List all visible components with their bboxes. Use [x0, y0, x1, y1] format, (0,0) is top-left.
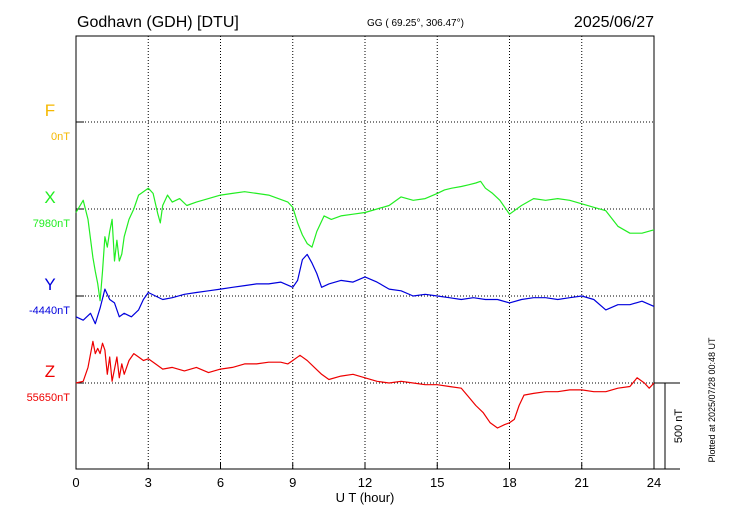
x-tick-labels: 0 3 6 9 12 15 18 21 24 [72, 463, 661, 490]
x-tick-label-21: 21 [575, 475, 589, 490]
x-tick-label-3: 3 [145, 475, 152, 490]
x-tick-label-6: 6 [217, 475, 224, 490]
series-layer [75, 180, 655, 429]
station-coords: GG ( 69.25°, 306.47°) [367, 18, 464, 29]
x-tick-label-0: 0 [72, 475, 79, 490]
series-line-x [75, 180, 655, 302]
scale-bar: 500 nT [654, 382, 685, 470]
x-tick-label-12: 12 [358, 475, 372, 490]
x-tick-label-9: 9 [289, 475, 296, 490]
component-letter-y: Y [44, 275, 55, 294]
x-axis-title: U T (hour) [336, 490, 395, 505]
series-line-y [75, 253, 655, 325]
component-baseline-z: 55650nT [27, 392, 71, 404]
component-letter-f: F [45, 101, 55, 120]
chart-date: 2025/06/27 [574, 14, 654, 31]
component-labels: F 0nT X 7980nT Y -4440nT Z 55650nT [27, 101, 71, 404]
x-tick-label-15: 15 [430, 475, 444, 490]
station-title: Godhavn (GDH) [DTU] [77, 14, 239, 31]
plotted-note: Plotted at 2025/07/28 00:48 UT [707, 337, 717, 463]
component-baseline-y: -4440nT [29, 305, 70, 317]
x-tick-label-24: 24 [647, 475, 661, 490]
x-tick-label-18: 18 [502, 475, 516, 490]
series-line-z [75, 340, 655, 429]
component-letter-x: X [44, 188, 55, 207]
component-baseline-f: 0nT [51, 131, 70, 143]
component-letter-z: Z [45, 362, 55, 381]
component-baseline-x: 7980nT [33, 218, 71, 230]
scale-bar-label: 500 nT [673, 409, 685, 444]
grid-layer [76, 36, 654, 469]
